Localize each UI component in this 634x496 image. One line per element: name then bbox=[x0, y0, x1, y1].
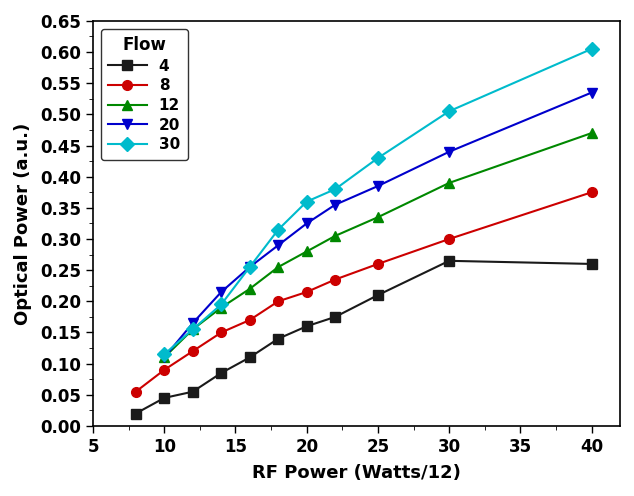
30 bbox=[374, 155, 382, 161]
12 bbox=[189, 326, 197, 332]
Line: 8: 8 bbox=[131, 187, 597, 397]
12 bbox=[332, 233, 339, 239]
4 bbox=[189, 389, 197, 395]
20 bbox=[275, 242, 282, 248]
20 bbox=[189, 320, 197, 326]
20 bbox=[588, 90, 595, 96]
8 bbox=[445, 236, 453, 242]
20 bbox=[332, 202, 339, 208]
12 bbox=[588, 130, 595, 136]
30 bbox=[189, 326, 197, 332]
30 bbox=[332, 186, 339, 192]
8 bbox=[275, 299, 282, 305]
30 bbox=[588, 46, 595, 52]
30 bbox=[217, 302, 225, 308]
4 bbox=[217, 370, 225, 376]
X-axis label: RF Power (Watts/12): RF Power (Watts/12) bbox=[252, 464, 461, 482]
12 bbox=[246, 286, 254, 292]
4 bbox=[332, 314, 339, 320]
Y-axis label: Optical Power (a.u.): Optical Power (a.u.) bbox=[14, 123, 32, 324]
4 bbox=[160, 395, 168, 401]
4 bbox=[374, 292, 382, 298]
30 bbox=[303, 198, 311, 204]
12 bbox=[217, 305, 225, 310]
12 bbox=[445, 180, 453, 186]
8 bbox=[160, 367, 168, 373]
30 bbox=[246, 264, 254, 270]
12 bbox=[374, 214, 382, 220]
8 bbox=[217, 329, 225, 335]
Line: 20: 20 bbox=[159, 88, 597, 362]
8 bbox=[303, 289, 311, 295]
4 bbox=[246, 355, 254, 361]
12 bbox=[160, 355, 168, 361]
12 bbox=[275, 264, 282, 270]
20 bbox=[445, 149, 453, 155]
30 bbox=[160, 351, 168, 357]
20 bbox=[246, 264, 254, 270]
20 bbox=[217, 289, 225, 295]
20 bbox=[160, 355, 168, 361]
20 bbox=[374, 183, 382, 189]
8 bbox=[132, 389, 139, 395]
8 bbox=[189, 348, 197, 354]
4 bbox=[132, 411, 139, 417]
4 bbox=[445, 258, 453, 264]
8 bbox=[332, 277, 339, 283]
20 bbox=[303, 220, 311, 226]
12 bbox=[303, 248, 311, 254]
4 bbox=[275, 336, 282, 342]
4 bbox=[303, 323, 311, 329]
Line: 12: 12 bbox=[159, 128, 597, 362]
8 bbox=[374, 261, 382, 267]
Legend: 4, 8, 12, 20, 30: 4, 8, 12, 20, 30 bbox=[101, 29, 188, 160]
8 bbox=[246, 317, 254, 323]
4 bbox=[588, 261, 595, 267]
30 bbox=[445, 108, 453, 114]
30 bbox=[275, 227, 282, 233]
Line: 30: 30 bbox=[159, 44, 597, 359]
Line: 4: 4 bbox=[131, 256, 597, 418]
8 bbox=[588, 189, 595, 195]
